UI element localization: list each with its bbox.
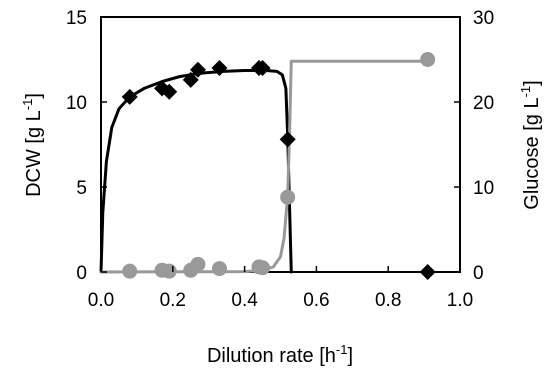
glucose-point bbox=[280, 189, 296, 205]
y-axis-title-left: DCW [g L-1] bbox=[20, 93, 45, 197]
dcw-point bbox=[211, 60, 228, 76]
glucose-point bbox=[190, 256, 206, 272]
dcw-point bbox=[161, 83, 178, 100]
y-right-tick-label: 30 bbox=[473, 8, 494, 29]
y-right-tick-label: 10 bbox=[473, 178, 494, 199]
glucose-point bbox=[420, 52, 436, 67]
y-right-tick-label: 0 bbox=[473, 263, 484, 284]
x-axis-title: Dilution rate [h-1] bbox=[207, 342, 353, 367]
fit-curves bbox=[99, 59, 430, 274]
x-tick-label: 0.0 bbox=[88, 290, 114, 311]
dcw-point bbox=[182, 71, 199, 88]
plot-area-frame bbox=[100, 16, 461, 273]
x-tick-label: 0.2 bbox=[160, 290, 186, 311]
dcw-point bbox=[189, 61, 206, 78]
y-left-tick-label: 5 bbox=[76, 178, 87, 199]
dcw-point bbox=[419, 264, 436, 280]
glucose-point bbox=[122, 263, 138, 279]
dcw-point bbox=[279, 131, 296, 148]
y-left-tick-label: 0 bbox=[76, 263, 87, 284]
y-right-tick-label: 20 bbox=[473, 93, 494, 114]
y-left-tick-label: 10 bbox=[66, 93, 87, 114]
glucose-point bbox=[255, 260, 271, 276]
dcw-point bbox=[121, 88, 138, 105]
glucose-point bbox=[211, 261, 227, 277]
x-tick-label: 0.4 bbox=[231, 290, 258, 311]
y-axis-title-right: Glucose [g L-1] bbox=[518, 80, 543, 209]
x-tick-label: 0.8 bbox=[375, 290, 401, 311]
glucose-point bbox=[161, 263, 177, 279]
y-left-tick-label: 15 bbox=[66, 8, 87, 29]
x-tick-label: 0.6 bbox=[303, 290, 329, 311]
glucose-fit-line bbox=[99, 59, 430, 274]
x-tick-label: 1.0 bbox=[447, 290, 473, 311]
data-markers bbox=[121, 52, 436, 280]
dcw-point bbox=[254, 60, 271, 76]
